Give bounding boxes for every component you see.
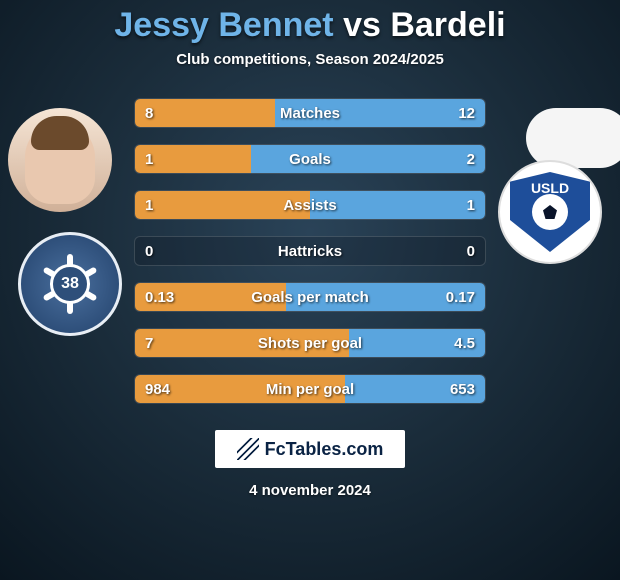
player1-face-icon bbox=[25, 122, 95, 204]
shield-icon: USLD bbox=[510, 172, 590, 252]
vs-text: vs bbox=[343, 6, 381, 44]
stat-row: 11Assists bbox=[134, 190, 486, 220]
ball-icon bbox=[532, 194, 568, 230]
footer-brand-text: FcTables.com bbox=[265, 439, 384, 460]
player1-avatar bbox=[8, 108, 112, 212]
stat-row: 00Hattricks bbox=[134, 236, 486, 266]
player2-name: Bardeli bbox=[390, 6, 505, 44]
date-text: 4 november 2024 bbox=[249, 482, 371, 499]
player1-club-text: 38 bbox=[50, 264, 90, 304]
content-wrap: Jessy Bennet vs Bardeli Club competition… bbox=[0, 0, 620, 580]
player1-hair-icon bbox=[31, 116, 89, 150]
stat-label: Shots per goal bbox=[135, 329, 485, 357]
stat-label: Goals bbox=[135, 145, 485, 173]
stats-bars: 812Matches 12Goals 11Assists 00Hattricks 0.1… bbox=[134, 98, 486, 404]
stat-row: 12Goals bbox=[134, 144, 486, 174]
stat-row: 984653Min per goal bbox=[134, 374, 486, 404]
footer-brand: FcTables.com bbox=[215, 430, 406, 468]
stat-row: 0.130.17Goals per match bbox=[134, 282, 486, 312]
mid-section: 38 USLD 812Matches 12Goals 11Assists 00Hatt… bbox=[0, 98, 620, 404]
subtitle: Club competitions, Season 2024/2025 bbox=[176, 51, 444, 68]
stat-label: Goals per match bbox=[135, 283, 485, 311]
comparison-title: Jessy Bennet vs Bardeli bbox=[114, 6, 505, 45]
player1-name: Jessy Bennet bbox=[114, 6, 333, 44]
fctables-icon bbox=[237, 438, 259, 460]
stat-label: Min per goal bbox=[135, 375, 485, 403]
player1-club-logo: 38 bbox=[18, 232, 122, 336]
stat-row: 812Matches bbox=[134, 98, 486, 128]
stat-row: 74.5Shots per goal bbox=[134, 328, 486, 358]
stat-label: Assists bbox=[135, 191, 485, 219]
stat-label: Hattricks bbox=[135, 237, 485, 265]
stat-label: Matches bbox=[135, 99, 485, 127]
player2-club-logo: USLD bbox=[498, 160, 602, 264]
player2-avatar bbox=[526, 108, 620, 168]
